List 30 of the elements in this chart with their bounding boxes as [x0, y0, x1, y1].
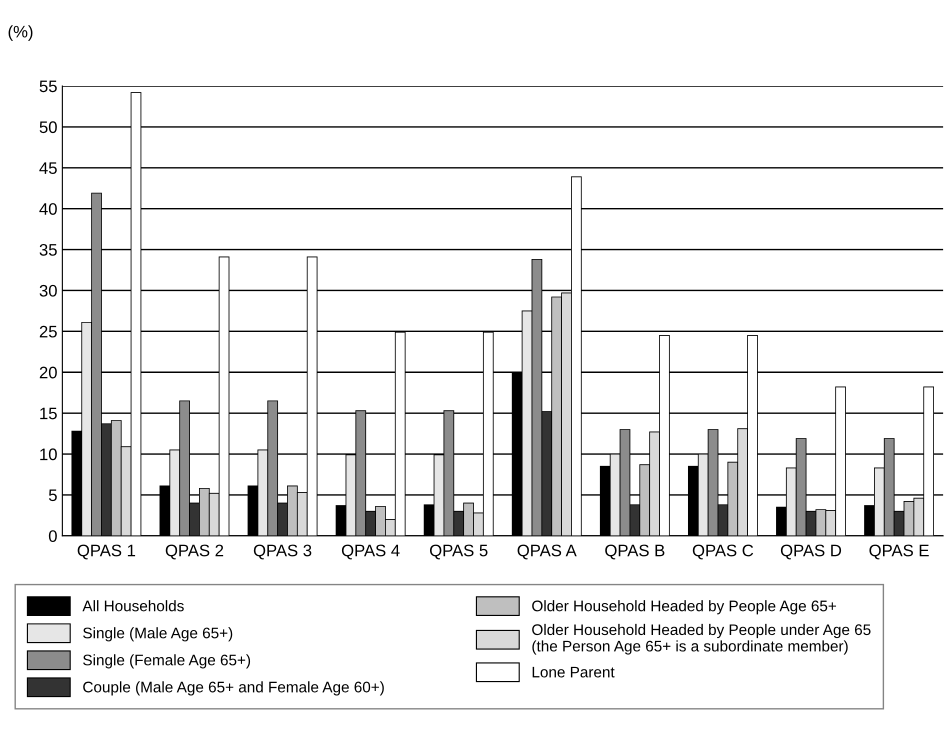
legend-label: All Households: [82, 600, 184, 612]
x-tick-label: QPAS D: [780, 544, 842, 560]
x-tick-label: QPAS 1: [78, 544, 136, 560]
legend-label: Single (Male Age 65+): [83, 627, 232, 642]
y-tick-label: 35: [40, 244, 57, 256]
y-axis-title: (%): [8, 25, 32, 41]
legend-label: Older Household Headed by People Age 65+: [532, 600, 836, 614]
y-tick-label: 10: [40, 448, 57, 460]
x-tick-label: QPAS B: [605, 544, 664, 560]
y-tick-label: 45: [39, 162, 57, 174]
x-tick-label: QPAS 4: [342, 544, 400, 560]
legend-label: Single (Female Age 65+): [83, 654, 250, 668]
legend-label: Couple (Male Age 65+ and Female Age 60+): [83, 681, 384, 696]
legend-label: Lone Parent: [532, 666, 615, 678]
y-tick-label: 15: [40, 408, 57, 420]
y-tick-label: 55: [40, 80, 57, 92]
x-tick-label: QPAS E: [869, 544, 929, 560]
legend-label: Older Household Headed by People under Age 65 (the Person Age 65+ is a subordinate member): [532, 624, 871, 655]
x-tick-label: QPAS A: [518, 544, 577, 560]
y-tick-label: 40: [39, 203, 57, 215]
y-tick-label: 5: [48, 489, 57, 502]
x-tick-label: QPAS C: [692, 544, 754, 560]
x-tick-label: QPAS 3: [254, 544, 312, 560]
x-tick-label: QPAS 5: [430, 544, 488, 560]
y-tick-label: 20: [40, 366, 57, 378]
y-tick-label: 50: [40, 121, 57, 134]
y-tick-label: 30: [40, 284, 57, 297]
y-tick-label: 0: [48, 530, 57, 542]
y-tick-label: 25: [40, 326, 57, 338]
x-tick-label: QPAS 2: [166, 544, 224, 560]
